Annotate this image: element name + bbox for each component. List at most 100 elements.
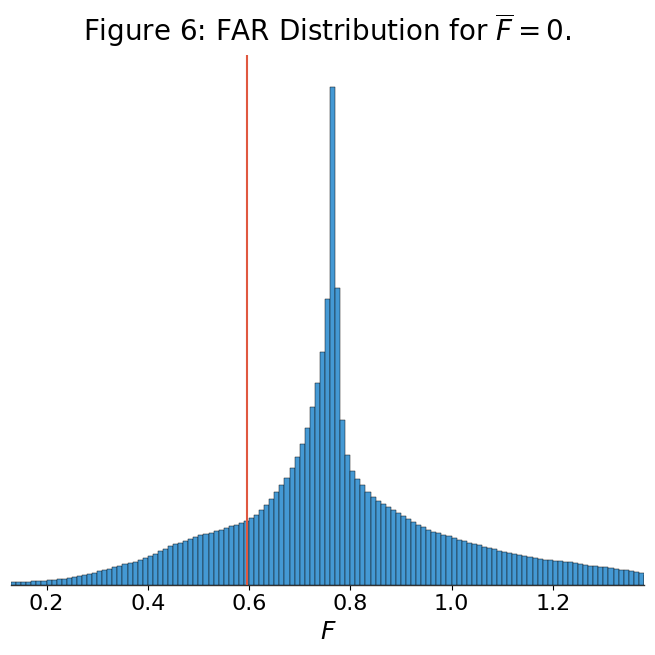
Bar bbox=[330, 86, 335, 585]
Bar bbox=[401, 515, 406, 585]
Bar bbox=[193, 538, 198, 585]
Bar bbox=[527, 557, 533, 585]
Bar bbox=[37, 582, 41, 585]
Bar bbox=[375, 501, 381, 585]
Bar bbox=[117, 565, 122, 585]
Bar bbox=[507, 553, 512, 585]
Bar bbox=[614, 569, 618, 585]
Bar bbox=[573, 563, 578, 585]
Bar bbox=[467, 543, 472, 585]
Bar bbox=[391, 510, 396, 585]
Bar bbox=[204, 534, 208, 585]
Bar bbox=[274, 492, 280, 585]
Bar bbox=[102, 570, 107, 585]
Bar bbox=[249, 518, 254, 585]
Bar bbox=[229, 527, 234, 585]
Bar bbox=[315, 383, 320, 585]
Bar bbox=[568, 563, 573, 585]
Bar bbox=[290, 468, 295, 585]
Bar bbox=[431, 532, 436, 585]
Bar bbox=[82, 575, 87, 585]
Bar bbox=[198, 535, 204, 585]
Bar bbox=[457, 540, 462, 585]
Bar bbox=[295, 457, 299, 585]
Bar bbox=[553, 561, 558, 585]
Bar bbox=[371, 497, 375, 585]
Bar bbox=[47, 580, 52, 585]
Bar bbox=[31, 582, 37, 585]
Bar bbox=[173, 544, 178, 585]
Bar bbox=[92, 573, 97, 585]
Bar bbox=[396, 513, 401, 585]
Bar bbox=[644, 574, 649, 585]
Bar bbox=[462, 541, 467, 585]
Bar bbox=[168, 546, 173, 585]
Bar bbox=[113, 567, 117, 585]
Bar bbox=[482, 547, 487, 585]
Bar bbox=[634, 572, 639, 585]
Bar bbox=[132, 562, 138, 585]
X-axis label: F: F bbox=[320, 620, 335, 644]
Bar bbox=[492, 549, 497, 585]
Bar bbox=[608, 568, 614, 585]
Bar bbox=[16, 582, 21, 585]
Bar bbox=[57, 579, 62, 585]
Bar bbox=[538, 559, 542, 585]
Bar bbox=[360, 485, 365, 585]
Bar bbox=[41, 581, 47, 585]
Bar bbox=[26, 582, 31, 585]
Bar bbox=[320, 352, 325, 585]
Bar bbox=[654, 576, 655, 585]
Bar bbox=[649, 575, 654, 585]
Bar bbox=[188, 539, 193, 585]
Bar bbox=[62, 579, 67, 585]
Bar bbox=[234, 525, 239, 585]
Bar bbox=[87, 574, 92, 585]
Bar bbox=[477, 546, 482, 585]
Bar bbox=[107, 569, 113, 585]
Bar bbox=[335, 288, 340, 585]
Bar bbox=[148, 556, 153, 585]
Bar bbox=[284, 477, 290, 585]
Bar bbox=[224, 528, 229, 585]
Bar bbox=[178, 543, 183, 585]
Bar bbox=[533, 558, 538, 585]
Bar bbox=[214, 531, 219, 585]
Bar bbox=[138, 560, 143, 585]
Bar bbox=[517, 555, 523, 585]
Bar bbox=[345, 455, 350, 585]
Bar bbox=[153, 554, 158, 585]
Bar bbox=[386, 507, 391, 585]
Bar bbox=[158, 552, 163, 585]
Bar bbox=[259, 510, 264, 585]
Bar bbox=[588, 565, 593, 585]
Bar bbox=[441, 535, 447, 585]
Bar bbox=[244, 521, 249, 585]
Bar bbox=[542, 560, 548, 585]
Bar bbox=[502, 552, 507, 585]
Bar bbox=[603, 567, 608, 585]
Bar bbox=[299, 444, 305, 585]
Title: Figure 6: FAR Distribution for $\overline{F} = 0.$: Figure 6: FAR Distribution for $\overlin… bbox=[83, 11, 572, 49]
Bar bbox=[208, 533, 214, 585]
Bar bbox=[472, 544, 477, 585]
Bar bbox=[143, 558, 148, 585]
Bar bbox=[72, 577, 77, 585]
Bar bbox=[578, 565, 583, 585]
Bar bbox=[497, 551, 502, 585]
Bar bbox=[558, 561, 563, 585]
Bar bbox=[264, 505, 269, 585]
Bar bbox=[487, 548, 492, 585]
Bar bbox=[598, 567, 603, 585]
Bar bbox=[583, 565, 588, 585]
Bar bbox=[122, 565, 128, 585]
Bar bbox=[512, 554, 517, 585]
Bar bbox=[128, 563, 132, 585]
Bar bbox=[21, 582, 26, 585]
Bar bbox=[310, 407, 315, 585]
Bar bbox=[219, 529, 224, 585]
Bar bbox=[183, 541, 188, 585]
Bar bbox=[447, 536, 451, 585]
Bar bbox=[406, 519, 411, 585]
Bar bbox=[350, 471, 356, 585]
